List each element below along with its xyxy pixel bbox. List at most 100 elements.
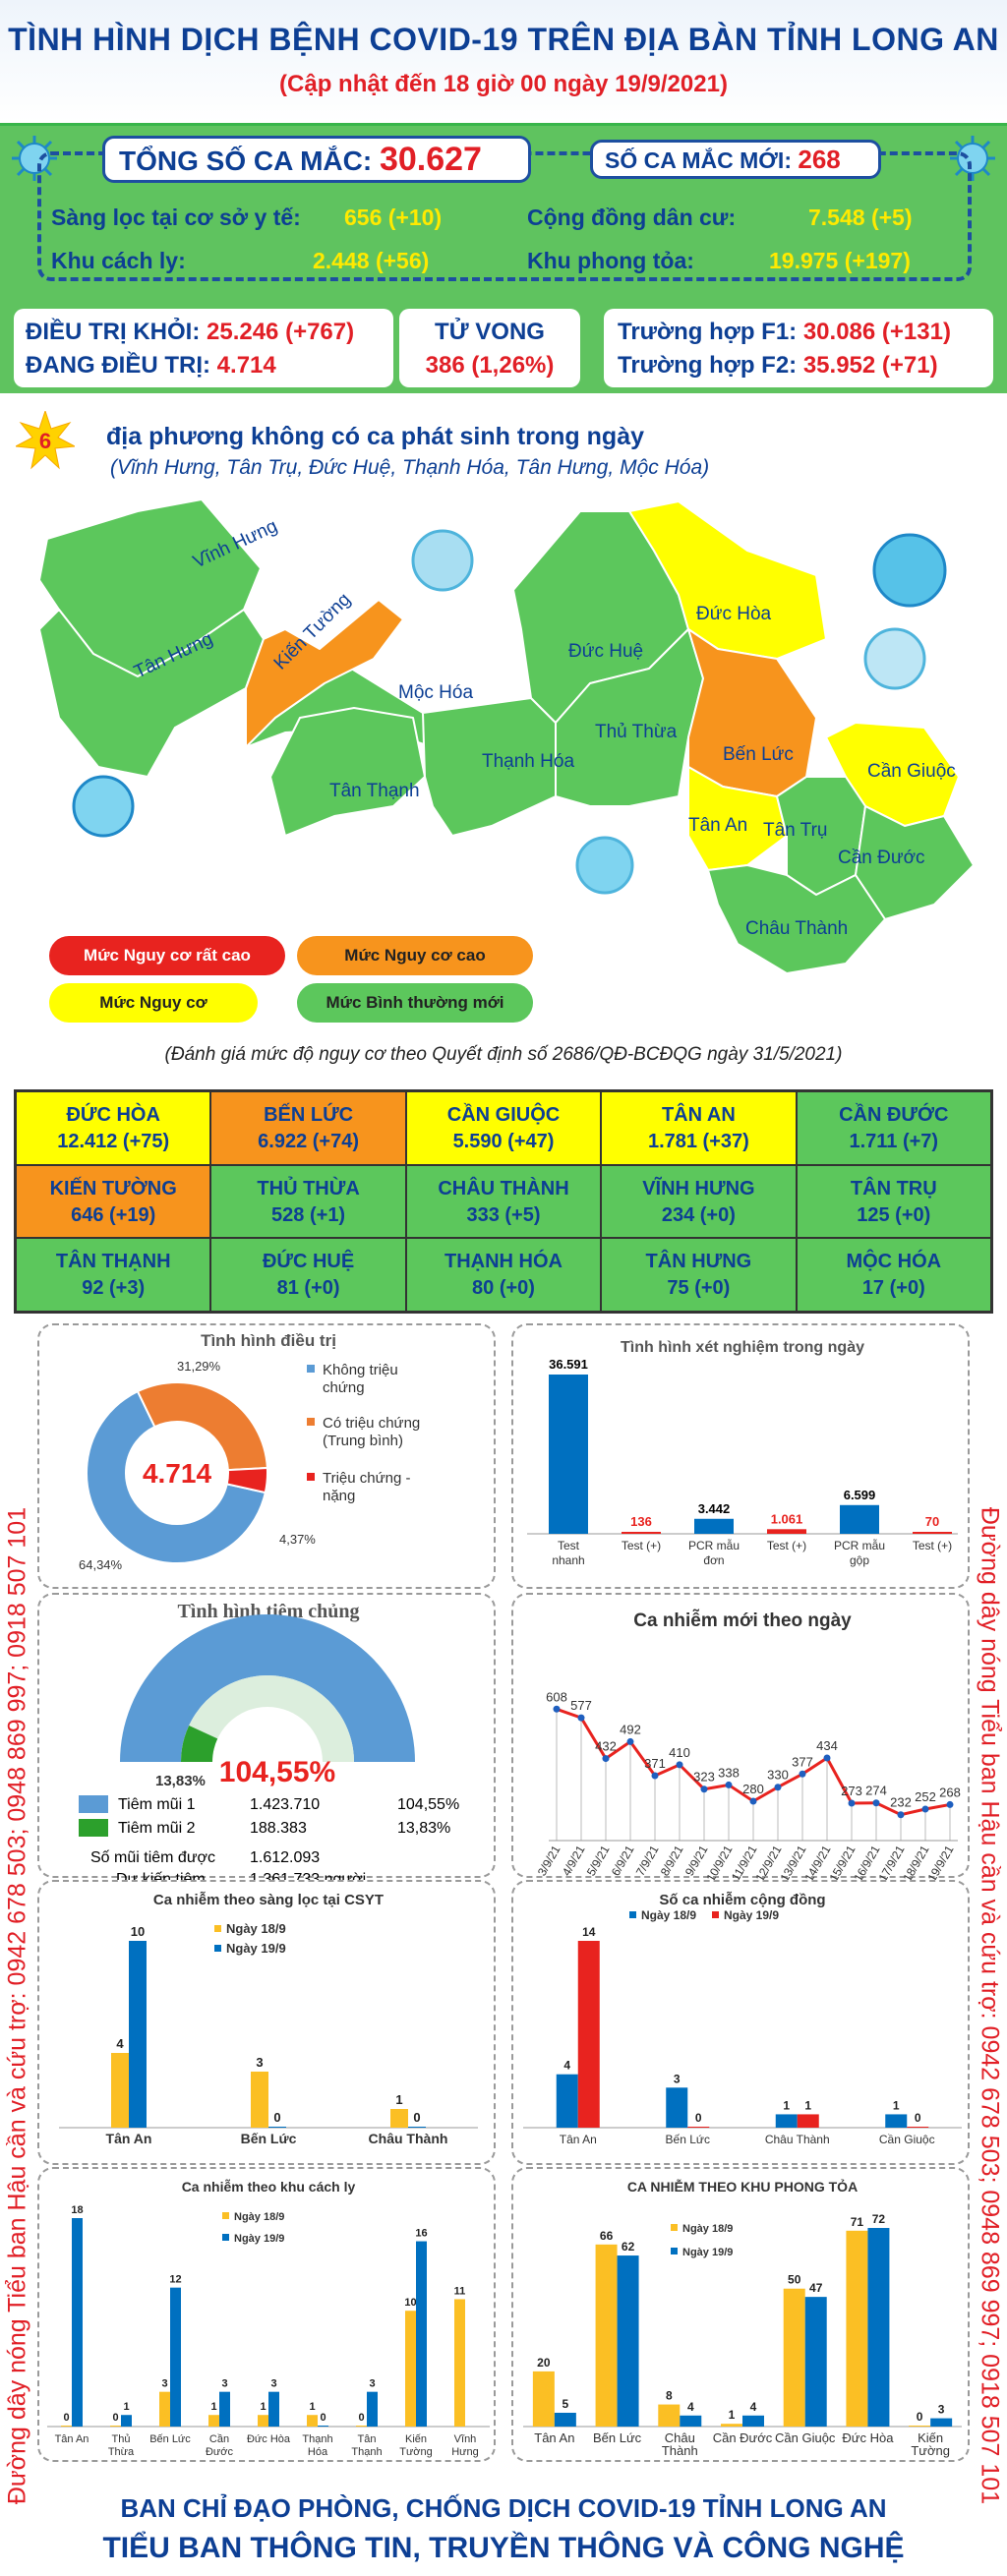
total-cases-value: 30.627 <box>379 141 482 178</box>
deaths-label: TỬ VONG <box>435 319 545 345</box>
x-tick-label: Tường <box>911 2443 950 2458</box>
bar <box>129 1941 147 2128</box>
bar <box>658 2404 681 2427</box>
bar <box>72 2218 83 2427</box>
x-tick-label: Test (+) <box>913 1539 952 1552</box>
bar <box>767 1529 806 1534</box>
footer-line-2: TIỂU BAN THÔNG TIN, TRUYỀN THÔNG VÀ CÔNG… <box>102 2532 905 2564</box>
bar <box>687 2127 710 2128</box>
district-name: THẠNH HÓA <box>444 1251 563 1273</box>
bar-value-label: 0 <box>358 2412 364 2424</box>
bar <box>909 2426 931 2427</box>
no-new-cases-list: (Vĩnh Hưng, Tân Trụ, Đức Huệ, Thạnh Hóa,… <box>110 456 710 479</box>
bar <box>783 2288 805 2427</box>
district-cell: TÂN THẠNH 92 (+3) <box>16 1238 211 1312</box>
data-label: 371 <box>644 1756 666 1771</box>
quarantine-label: Khu cách ly: <box>51 248 186 273</box>
data-point <box>946 1800 954 1808</box>
bar-value-label: 0 <box>917 2410 923 2424</box>
legend-swatch <box>307 1418 315 1426</box>
district-name: ĐỨC HÒA <box>66 1104 160 1126</box>
data-point <box>725 1781 733 1788</box>
bar <box>797 2114 819 2128</box>
lockdown-chart-panel: CA NHIỄM THEO KHU PHONG TỎA 20 5 Tân An 66 6… <box>511 2167 970 2462</box>
bar-value-label: 3 <box>221 2378 227 2390</box>
district-cell: BẾN LỨC 6.922 (+74) <box>210 1091 406 1165</box>
bar <box>110 2426 121 2427</box>
total-doses-value: 1.612.093 <box>250 1849 320 1866</box>
bar-value-label: 18 <box>71 2204 83 2216</box>
donut-center-label: 4.714 <box>143 1458 211 1489</box>
treating-value: 4.714 <box>216 352 276 379</box>
x-tick-label: Hưng <box>451 2446 479 2458</box>
x-tick-label: Tân An <box>534 2430 574 2445</box>
legend-swatch <box>222 2212 229 2219</box>
daily-cases-chart-panel: Ca nhiễm mới theo ngày 608 3/9/21 577 4/9/2… <box>511 1593 970 1880</box>
bar <box>416 2241 427 2427</box>
legend-swatch <box>671 2248 678 2254</box>
bar <box>622 1532 661 1534</box>
x-tick-label: Cần Giuộc <box>775 2430 836 2445</box>
x-tick-label: Thạnh <box>351 2446 382 2458</box>
x-tick-label: 19/9/21 <box>924 1843 956 1880</box>
x-tick-label: gộp <box>850 1553 869 1567</box>
bar <box>367 2391 378 2427</box>
data-point <box>602 1755 610 1763</box>
region-kien-tuong <box>245 599 404 748</box>
legend-label: Ngày 19/9 <box>226 1941 286 1956</box>
map-label-ben-luc: Bến Lức <box>723 744 794 765</box>
data-point <box>848 1799 856 1807</box>
sun-badge-icon: 6 <box>16 411 75 470</box>
x-tick-label: Test (+) <box>767 1539 806 1552</box>
x-tick-label: Đức Hòa <box>247 2433 291 2445</box>
f2-label: Trường hợp F2: <box>618 352 798 379</box>
region-ben-luc <box>687 628 817 797</box>
district-name: ĐỨC HUỆ <box>262 1251 355 1273</box>
gauge-inner-label: 13,83% <box>155 1773 206 1789</box>
district-name: TÂN AN <box>661 1104 736 1126</box>
data-label: 338 <box>718 1765 740 1780</box>
bar-value-label: 1.061 <box>771 1511 803 1526</box>
bar-value-label: 3 <box>938 2403 945 2417</box>
data-point <box>799 1770 806 1778</box>
gauge-track <box>181 1675 354 1762</box>
virus-icon <box>72 529 947 895</box>
legend-swatch <box>671 2224 678 2231</box>
lockdown-label: Khu phong tỏa: <box>527 248 694 273</box>
district-name: CẦN ĐƯỚC <box>839 1104 949 1126</box>
district-cell: TÂN HƯNG 75 (+0) <box>601 1238 797 1312</box>
x-tick-label: Thủ <box>112 2433 131 2445</box>
district-cell: THỦ THỪA 528 (+1) <box>210 1164 406 1239</box>
gauge-dose2-arc <box>181 1725 218 1762</box>
risk-map-section: 6 địa phương không có ca phát sinh trong… <box>0 393 1007 1082</box>
x-tick-label: Vĩnh <box>454 2433 477 2445</box>
x-tick-label: Bến Lức <box>241 2131 297 2146</box>
bar <box>307 2415 318 2427</box>
bar <box>556 2074 578 2128</box>
bar <box>867 2228 890 2427</box>
x-tick-label: PCR mẫu <box>688 1538 740 1552</box>
data-point <box>872 1799 880 1807</box>
bar-value-label: 1 <box>893 2098 900 2112</box>
legend-swatch <box>79 1819 108 1837</box>
bar-value-label: 72 <box>872 2212 886 2226</box>
donut-slice <box>225 1466 268 1494</box>
district-name: MỘC HÓA <box>846 1251 942 1273</box>
bar <box>454 2299 465 2427</box>
map-label-duc-hoa: Đức Hòa <box>696 604 772 624</box>
bar <box>840 1504 879 1534</box>
bar <box>405 2311 416 2427</box>
screening-label: Sàng lọc tại cơ sở y tế: <box>51 205 301 230</box>
total-cases-label: TỔNG SỐ CA MẮC: <box>119 146 373 176</box>
data-point <box>700 1786 708 1793</box>
region-tan-an <box>687 766 788 871</box>
daily-cases-line-chart: 608 3/9/21 577 4/9/21 432 5/9/21 492 6/9/21 371 7… <box>535 1689 961 1880</box>
f1-value: 30.086 (+131) <box>802 319 951 345</box>
x-tick-label: Test (+) <box>622 1539 661 1552</box>
bar <box>532 2371 555 2427</box>
district-name: CHÂU THÀNH <box>438 1177 569 1200</box>
planned-label: Dự kiến tiêm <box>116 1871 206 1880</box>
bar-value-label: 3.442 <box>698 1501 731 1516</box>
x-tick-label: Test <box>558 1539 580 1552</box>
